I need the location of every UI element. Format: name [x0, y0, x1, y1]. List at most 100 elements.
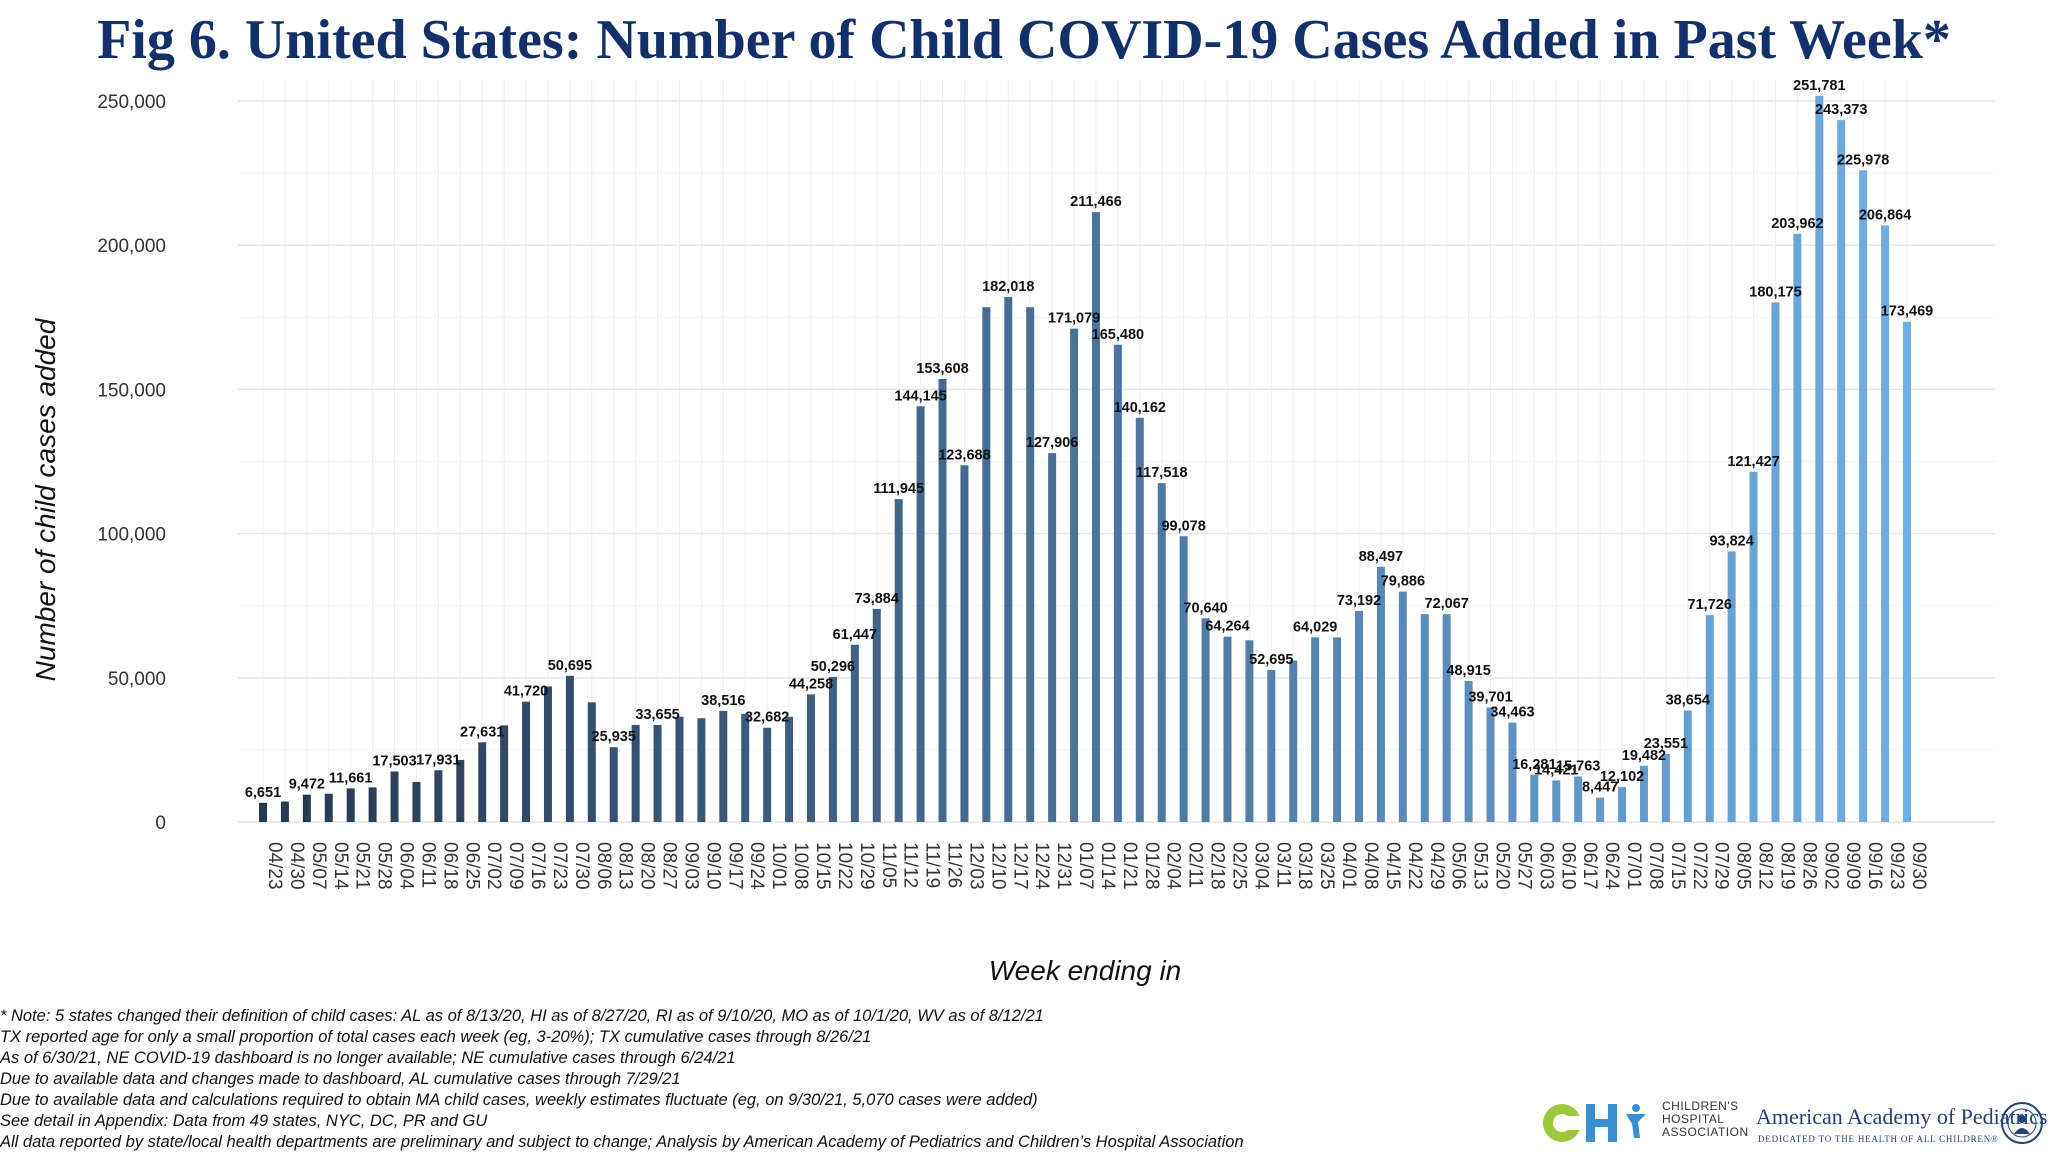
chart-title: Fig 6. United States: Number of Child CO…	[97, 9, 1951, 71]
data-label: 173,469	[1881, 304, 1933, 320]
data-label: 153,608	[916, 361, 968, 377]
x-tick-label: 08/12	[1755, 842, 1776, 890]
x-tick-label: 12/17	[1009, 842, 1030, 890]
x-tick-label: 09/09	[1842, 842, 1863, 890]
data-label: 72,067	[1425, 596, 1469, 612]
x-tick-label: 04/22	[1404, 842, 1425, 890]
bar	[302, 794, 311, 822]
data-label: 144,145	[894, 388, 946, 404]
x-axis-title: Week ending in	[988, 955, 1182, 986]
y-tick-label: 200,000	[97, 236, 166, 257]
x-tick-label: 08/27	[659, 842, 680, 890]
bar	[1048, 453, 1057, 822]
bar	[872, 608, 881, 822]
bar	[1881, 225, 1890, 822]
x-tick-label: 05/06	[1448, 842, 1469, 890]
y-tick-label: 50,000	[108, 669, 166, 690]
x-tick-label: 05/20	[1492, 842, 1513, 890]
childrens-hospital-association-logo: CHILDREN'S HOSPITAL ASSOCIATION	[1540, 1098, 1748, 1148]
data-label: 12,102	[1600, 769, 1644, 785]
bar	[1091, 212, 1100, 822]
bar	[828, 676, 837, 822]
data-label: 123,688	[938, 447, 990, 463]
bar	[653, 724, 662, 822]
x-tick-label: 02/11	[1185, 842, 1206, 888]
x-tick-label: 01/28	[1141, 842, 1162, 890]
data-label: 203,962	[1771, 216, 1823, 232]
x-tick-label: 06/11	[417, 842, 438, 888]
data-label: 73,192	[1337, 593, 1381, 609]
bar	[1420, 614, 1429, 822]
data-label: 11,661	[329, 770, 373, 786]
x-tick-label: 09/23	[1886, 842, 1907, 890]
bar	[412, 781, 421, 822]
data-label: 39,701	[1468, 690, 1512, 706]
data-label: 243,373	[1815, 102, 1867, 118]
footnote-line: As of 6/30/21, NE COVID-19 dashboard is …	[0, 1049, 736, 1067]
bar	[807, 694, 815, 822]
bar	[1508, 722, 1517, 822]
x-tick-label: 06/25	[461, 842, 482, 890]
bar	[1815, 95, 1824, 823]
bar	[697, 718, 706, 822]
x-tick-label: 08/20	[637, 842, 658, 890]
data-label: 8,447	[1582, 780, 1618, 796]
x-tick-label: 06/03	[1535, 842, 1556, 890]
x-tick-label: 07/30	[571, 842, 592, 890]
x-tick-label: 12/03	[965, 842, 986, 890]
aap-logo-name: American Academy of Pediatrics	[1756, 1104, 2048, 1129]
data-label: 211,466	[1070, 194, 1122, 210]
x-tick-label: 11/05	[878, 842, 899, 888]
bar	[1223, 636, 1232, 822]
bar	[390, 771, 399, 822]
data-label: 17,931	[416, 752, 460, 768]
bar	[916, 406, 925, 822]
x-tick-label: 04/23	[264, 842, 285, 890]
bar	[1596, 797, 1605, 822]
bar	[1793, 233, 1802, 823]
data-label: 34,463	[1490, 705, 1534, 721]
data-label: 23,551	[1644, 736, 1688, 752]
bar	[346, 788, 355, 822]
bar	[1026, 307, 1035, 822]
x-tick-label: 08/19	[1776, 842, 1797, 890]
bar	[1311, 637, 1320, 822]
bar	[1004, 297, 1013, 823]
bar	[785, 716, 794, 822]
bar	[478, 742, 487, 822]
x-tick-label: 07/29	[1711, 842, 1732, 890]
bar	[1639, 765, 1648, 822]
bar	[1749, 471, 1758, 822]
data-label: 27,631	[460, 724, 504, 740]
aap-logo-tagline: DEDICATED TO THE HEALTH OF ALL CHILDREN®	[1758, 1134, 1999, 1144]
x-tick-label: 06/10	[1557, 842, 1578, 890]
data-label: 41,720	[504, 684, 548, 700]
data-label: 64,264	[1205, 619, 1249, 635]
x-tick-label: 05/21	[352, 842, 373, 890]
x-tick-label: 01/07	[1075, 842, 1096, 890]
bar	[1837, 120, 1846, 823]
data-label: 165,480	[1092, 327, 1144, 343]
x-tick-label: 07/22	[1689, 842, 1710, 890]
cha-logo-icon	[1543, 1104, 1646, 1142]
bar	[1355, 610, 1363, 822]
data-label: 251,781	[1793, 78, 1845, 94]
x-tick-label: 02/04	[1163, 842, 1184, 890]
data-label: 44,258	[789, 676, 833, 692]
bar	[1859, 170, 1868, 823]
x-tick-label: 06/04	[396, 842, 417, 890]
bar	[1245, 640, 1254, 822]
data-label: 17,503	[372, 754, 416, 770]
x-tick-label: 05/14	[330, 842, 351, 890]
bar	[500, 725, 509, 822]
x-tick-label: 11/26	[944, 842, 965, 888]
footnote-line: All data reported by state/local health …	[0, 1133, 1244, 1151]
bar	[1157, 483, 1166, 822]
x-tick-label: 09/17	[724, 842, 745, 890]
x-tick-label: 11/12	[900, 842, 921, 888]
x-tick-label: 05/28	[374, 842, 395, 890]
x-tick-label: 11/19	[922, 842, 943, 888]
x-tick-label: 09/03	[680, 842, 701, 890]
x-tick-label: 06/17	[1579, 842, 1600, 890]
